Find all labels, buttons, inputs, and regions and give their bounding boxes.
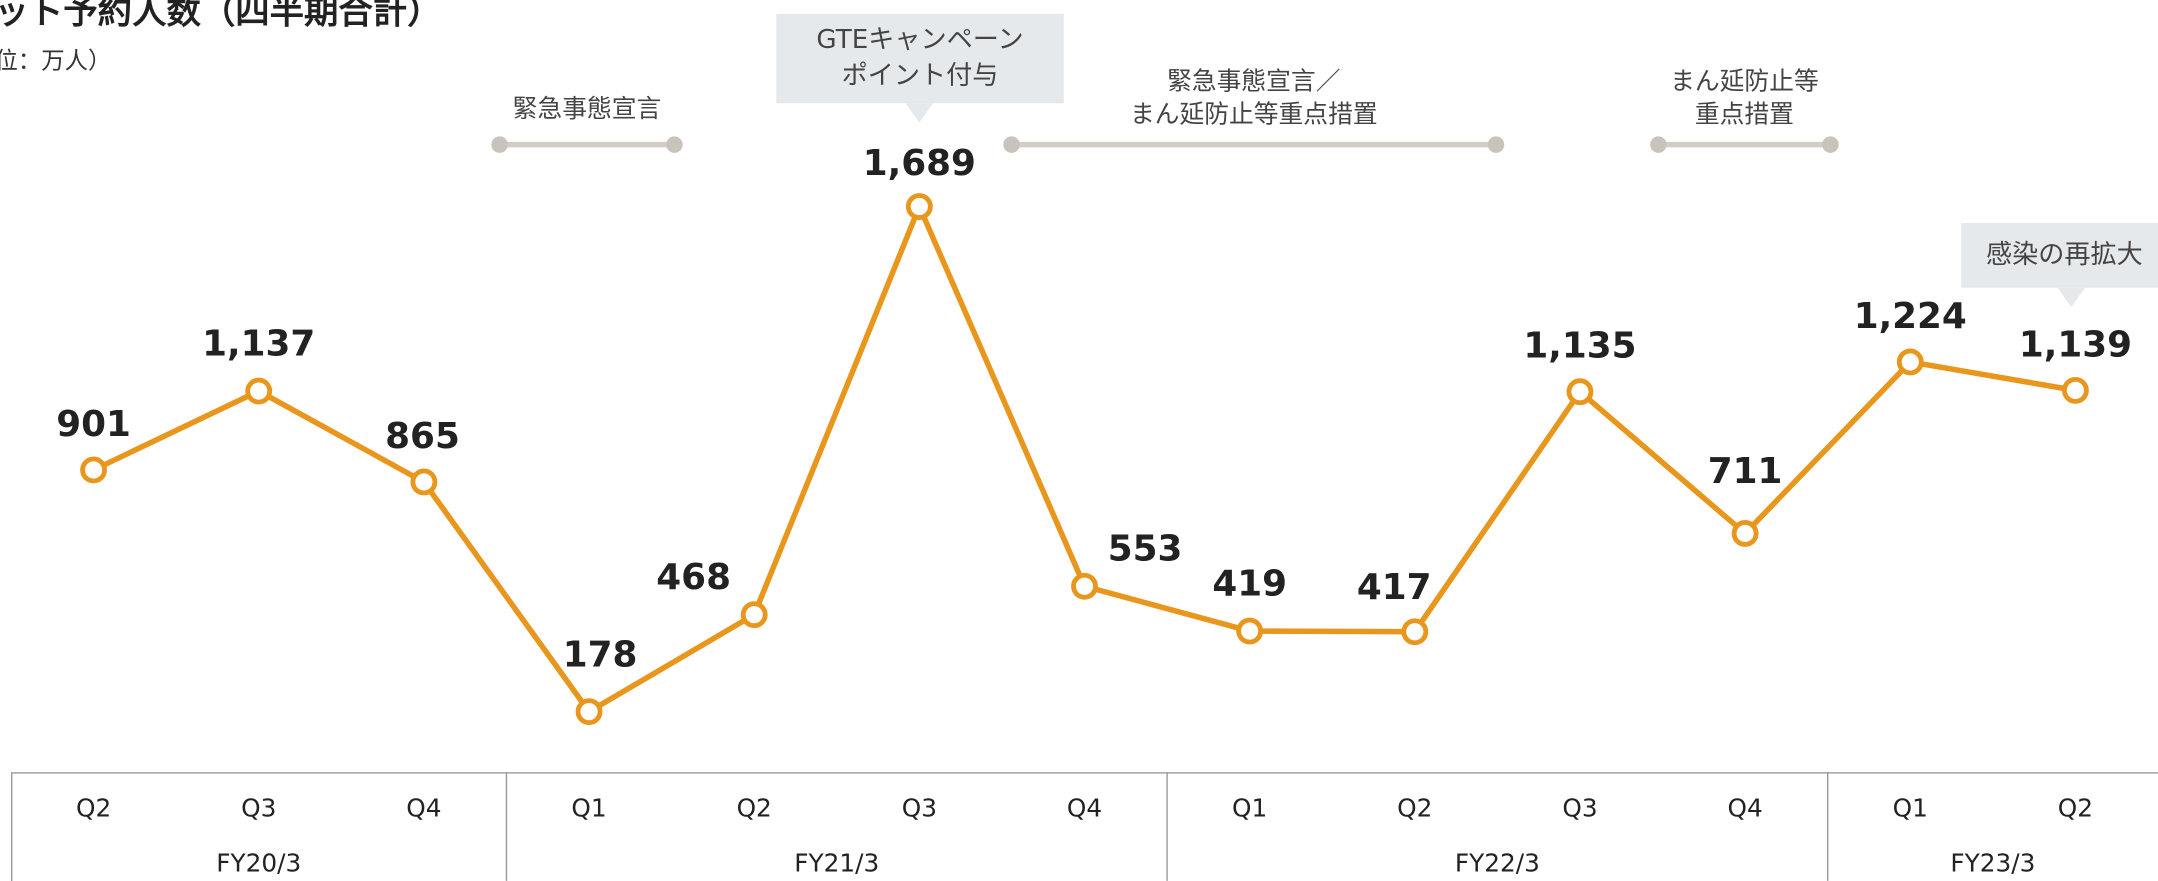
data-label: 419 bbox=[1212, 564, 1287, 605]
group-label: FY22/3 bbox=[1455, 848, 1540, 877]
data-label: 901 bbox=[56, 404, 131, 445]
x-tick-label: Q2 bbox=[1397, 793, 1432, 822]
callout-box bbox=[776, 13, 1064, 104]
group-label: FY23/3 bbox=[1950, 848, 2035, 877]
period-end bbox=[1822, 136, 1839, 153]
x-tick-label: Q1 bbox=[571, 793, 606, 822]
chart-subtitle: 位：万人） bbox=[0, 47, 111, 75]
group-label: FY20/3 bbox=[216, 848, 301, 877]
x-tick-label: Q3 bbox=[902, 793, 937, 822]
marker bbox=[1896, 348, 1924, 376]
callout-pointer bbox=[905, 103, 934, 123]
data-label: 865 bbox=[385, 416, 460, 457]
data-label: 468 bbox=[656, 557, 731, 598]
marker bbox=[1731, 520, 1759, 547]
data-label: 1,139 bbox=[2019, 324, 2132, 365]
x-tick-label: Q2 bbox=[2058, 793, 2093, 822]
x-tick-label: Q4 bbox=[1067, 793, 1102, 822]
x-tick-label: Q3 bbox=[1562, 793, 1597, 822]
marker bbox=[410, 468, 438, 496]
callout-box bbox=[1961, 223, 2158, 288]
marker bbox=[1071, 572, 1098, 600]
group-label: FY21/3 bbox=[794, 848, 879, 877]
annotation-text: 緊急事態宣言／ bbox=[1167, 67, 1340, 96]
callout-pointer bbox=[2057, 287, 2086, 308]
data-label: 553 bbox=[1108, 528, 1183, 569]
x-tick-label: Q4 bbox=[406, 793, 441, 822]
marker bbox=[1401, 618, 1429, 646]
x-tick-label: Q1 bbox=[1893, 793, 1928, 822]
data-label: 178 bbox=[563, 635, 638, 676]
data-label: 711 bbox=[1708, 451, 1783, 492]
period-end bbox=[1650, 136, 1667, 153]
annotation-text: まん延防止等重点措置 bbox=[1130, 100, 1378, 129]
x-tick-label: Q2 bbox=[737, 793, 772, 822]
data-label: 1,224 bbox=[1854, 296, 1967, 337]
marker bbox=[80, 456, 108, 484]
marker bbox=[740, 601, 768, 629]
period-end bbox=[1003, 136, 1020, 153]
annotation-text: まん延防止等 bbox=[1670, 67, 1819, 96]
period-end bbox=[491, 136, 508, 153]
data-label: 1,137 bbox=[202, 324, 315, 365]
marker bbox=[245, 377, 273, 405]
data-label: 1,689 bbox=[863, 143, 976, 184]
data-label: 417 bbox=[1357, 567, 1432, 608]
marker bbox=[905, 193, 933, 220]
marker bbox=[1236, 617, 1264, 645]
annotation-text: ポイント付与 bbox=[842, 61, 999, 91]
x-tick-label: Q4 bbox=[1727, 793, 1762, 822]
annotation-text: 重点措置 bbox=[1695, 100, 1794, 129]
marker bbox=[1566, 378, 1594, 406]
marker bbox=[575, 698, 603, 726]
period-end bbox=[666, 136, 683, 153]
annotation-text: GTEキャンペーン bbox=[816, 25, 1023, 55]
chart-title: ット予約人数（四半期合計） bbox=[0, 0, 442, 32]
x-tick-label: Q3 bbox=[241, 793, 276, 822]
marker bbox=[2062, 376, 2089, 404]
data-label: 1,135 bbox=[1523, 326, 1636, 367]
period-end bbox=[1487, 136, 1505, 153]
x-tick-label: Q1 bbox=[1232, 793, 1267, 822]
x-tick-label: Q2 bbox=[76, 793, 111, 822]
category-table bbox=[11, 772, 2158, 881]
annotation-text: 緊急事態宣言 bbox=[513, 94, 662, 123]
annotation-text: 感染の再拡大 bbox=[1986, 240, 2143, 270]
